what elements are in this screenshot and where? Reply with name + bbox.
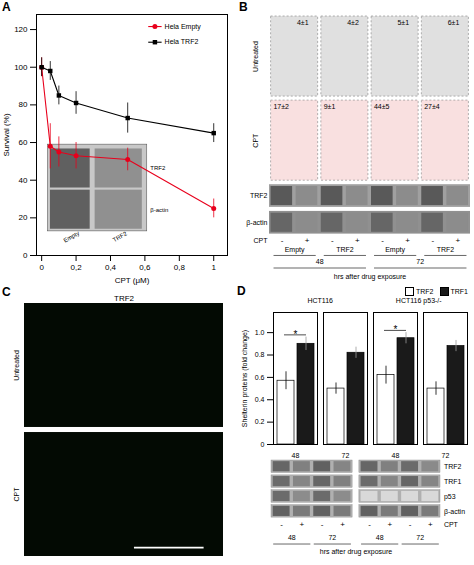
svg-text:+: + [428, 520, 433, 529]
svg-text:p53: p53 [444, 493, 456, 501]
svg-text:TRF2: TRF2 [437, 246, 455, 253]
svg-text:72: 72 [416, 534, 424, 541]
svg-text:Hela TRF2: Hela TRF2 [165, 38, 199, 45]
svg-text:Hela Empty: Hela Empty [165, 23, 202, 31]
svg-text:-: - [368, 520, 371, 529]
svg-text:*: * [394, 324, 398, 335]
svg-text:*: * [294, 329, 298, 340]
svg-text:Survival (%): Survival (%) [2, 113, 11, 156]
svg-text:44±5: 44±5 [374, 103, 390, 110]
svg-text:TRF2: TRF2 [336, 246, 354, 253]
svg-text:+: + [305, 236, 310, 245]
svg-text:0,8: 0,8 [174, 263, 186, 272]
html-text:D: D [237, 284, 246, 298]
svg-text:β-actin: β-actin [444, 508, 465, 516]
svg-text:0: 0 [39, 263, 44, 272]
svg-text:0.4: 0.4 [255, 396, 265, 403]
html-text:A: A [2, 0, 11, 14]
svg-text:CPT: CPT [253, 237, 268, 244]
svg-text:Untreated: Untreated [13, 350, 20, 381]
svg-text:100: 100 [14, 63, 28, 72]
svg-text:4±1: 4±1 [297, 19, 309, 26]
svg-text:60: 60 [19, 138, 28, 147]
svg-text:hrs after drug exposure: hrs after drug exposure [334, 273, 406, 281]
svg-text:-: - [321, 520, 324, 529]
html-text:HCT116 p53-/-: HCT116 p53-/- [395, 297, 442, 304]
svg-text:Untreated: Untreated [252, 41, 259, 72]
svg-text:6±1: 6±1 [448, 19, 460, 26]
svg-text:5±1: 5±1 [397, 19, 409, 26]
svg-text:β-actin: β-actin [246, 219, 267, 227]
svg-text:hrs after drug exposure: hrs after drug exposure [320, 548, 392, 556]
svg-text:0.6: 0.6 [255, 374, 265, 381]
svg-text:-: - [280, 520, 283, 529]
svg-text:+: + [405, 236, 410, 245]
svg-text:17±2: 17±2 [273, 103, 289, 110]
svg-text:+: + [387, 520, 392, 529]
svg-text:72: 72 [416, 258, 424, 265]
svg-text:+: + [355, 236, 360, 245]
html-text:TRF1: TRF1 [450, 287, 468, 295]
html-text:C: C [2, 285, 11, 299]
svg-text:CPT: CPT [444, 521, 459, 528]
svg-text:Empty: Empty [63, 230, 81, 244]
svg-text:120: 120 [14, 25, 28, 34]
svg-text:0: 0 [23, 251, 28, 260]
svg-text:TRF1: TRF1 [444, 478, 462, 485]
svg-text:0,4: 0,4 [105, 263, 117, 272]
svg-text:0,6: 0,6 [139, 263, 151, 272]
svg-text:CPT: CPT [252, 133, 259, 148]
svg-text:27±4: 27±4 [424, 103, 440, 110]
svg-text:Empty: Empty [285, 246, 305, 254]
svg-text:+: + [340, 520, 345, 529]
svg-text:-: - [431, 236, 434, 245]
svg-text:1: 1 [212, 263, 217, 272]
svg-text:20: 20 [19, 213, 28, 222]
svg-text:0,2: 0,2 [71, 263, 83, 272]
svg-text:-: - [331, 236, 334, 245]
svg-text:Empty: Empty [385, 246, 405, 254]
svg-text:0.2: 0.2 [255, 418, 265, 425]
svg-text:TRF2: TRF2 [150, 165, 166, 171]
svg-text:4±2: 4±2 [347, 19, 359, 26]
svg-text:β-actin: β-actin [150, 207, 168, 213]
svg-text:-: - [281, 236, 284, 245]
html-text:HCT116: HCT116 [307, 297, 333, 304]
svg-text:CPT: CPT [13, 487, 20, 502]
svg-text:-: - [381, 236, 384, 245]
svg-text:-: - [409, 520, 412, 529]
html-text:TRF2: TRF2 [416, 287, 434, 295]
svg-text:0: 0 [261, 441, 265, 448]
svg-text:9±1: 9±1 [324, 103, 336, 110]
svg-text:48: 48 [288, 534, 296, 541]
svg-text:48: 48 [316, 258, 324, 265]
svg-text:0.8: 0.8 [255, 351, 265, 358]
svg-text:+: + [300, 520, 305, 529]
svg-text:48: 48 [376, 534, 384, 541]
svg-text:TRF2: TRF2 [112, 230, 129, 243]
svg-text:80: 80 [19, 100, 28, 109]
svg-text:+: + [456, 236, 461, 245]
svg-text:TRF2: TRF2 [114, 294, 135, 303]
svg-text:72: 72 [328, 534, 336, 541]
svg-text:CPT (μM): CPT (μM) [115, 276, 150, 285]
svg-text:1.0: 1.0 [255, 329, 265, 336]
svg-text:40: 40 [19, 176, 28, 185]
html-text:B: B [239, 0, 248, 14]
svg-text:TRF2: TRF2 [250, 192, 268, 199]
svg-text:Shelterin proteins (fold chang: Shelterin proteins (fold change) [241, 330, 249, 427]
svg-text:TRF2: TRF2 [444, 463, 462, 470]
